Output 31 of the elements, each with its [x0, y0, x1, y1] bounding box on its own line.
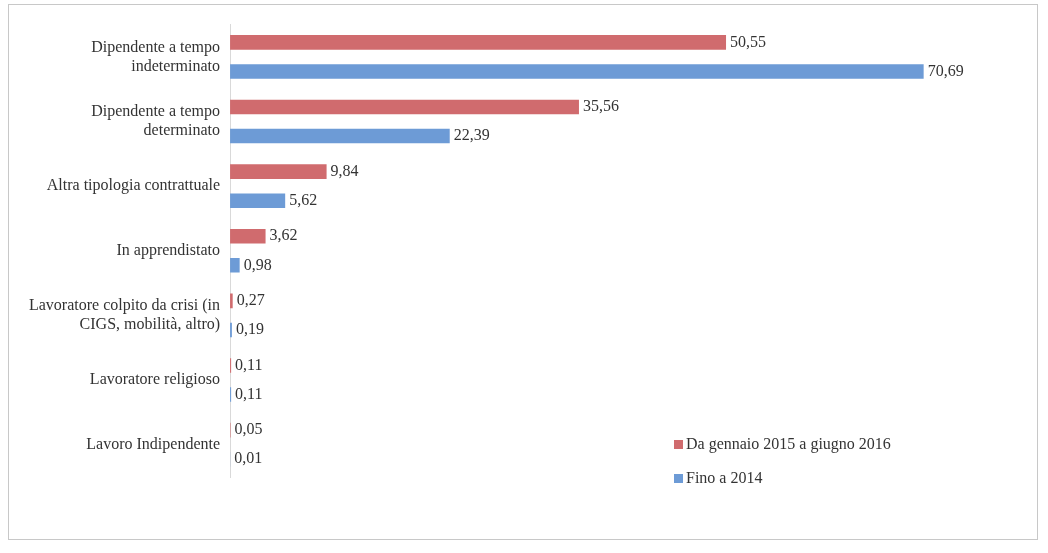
data-label: 0,11 [235, 355, 263, 373]
data-label: 5,62 [289, 190, 318, 208]
data-label: 9,84 [330, 161, 359, 179]
data-label: 0,05 [234, 420, 263, 438]
y-tick-label: Dipendente a tempo indeterminato [91, 37, 221, 74]
data-label: 0,27 [236, 291, 265, 309]
y-tick-label: Altra tipologia contrattuale [46, 176, 221, 195]
data-label: 70,69 [927, 61, 964, 79]
bar [230, 193, 286, 208]
bar [230, 228, 266, 244]
y-tick-label: In apprendistato [116, 241, 221, 259]
data-label: 3,62 [269, 226, 298, 244]
data-label: 0,98 [243, 255, 272, 273]
bar [230, 64, 924, 79]
data-label: 0,19 [235, 320, 264, 338]
data-label: 0,11 [235, 384, 263, 402]
bar [230, 164, 327, 179]
y-tick-label: Lavoratore religioso [89, 370, 221, 389]
data-label: 50,55 [730, 32, 767, 50]
y-tick-label: Dipendente a tempo determinato [91, 102, 221, 139]
data-label: 0,01 [234, 449, 263, 467]
data-label: 35,56 [582, 97, 619, 115]
y-tick-label: Lavoro Indipendente [86, 434, 221, 453]
data-label: 22,39 [453, 126, 490, 144]
bar [230, 128, 450, 144]
legend-label: Da gennaio 2015 a giugno 2016 [685, 434, 891, 455]
bar [230, 35, 727, 50]
bar [230, 99, 579, 115]
bar [230, 258, 240, 273]
y-tick-label: Lavoratore colpito da crisi (in CIGS, mobilità, altro) [28, 296, 221, 334]
legend-label: Fino a 2014 [685, 468, 764, 488]
